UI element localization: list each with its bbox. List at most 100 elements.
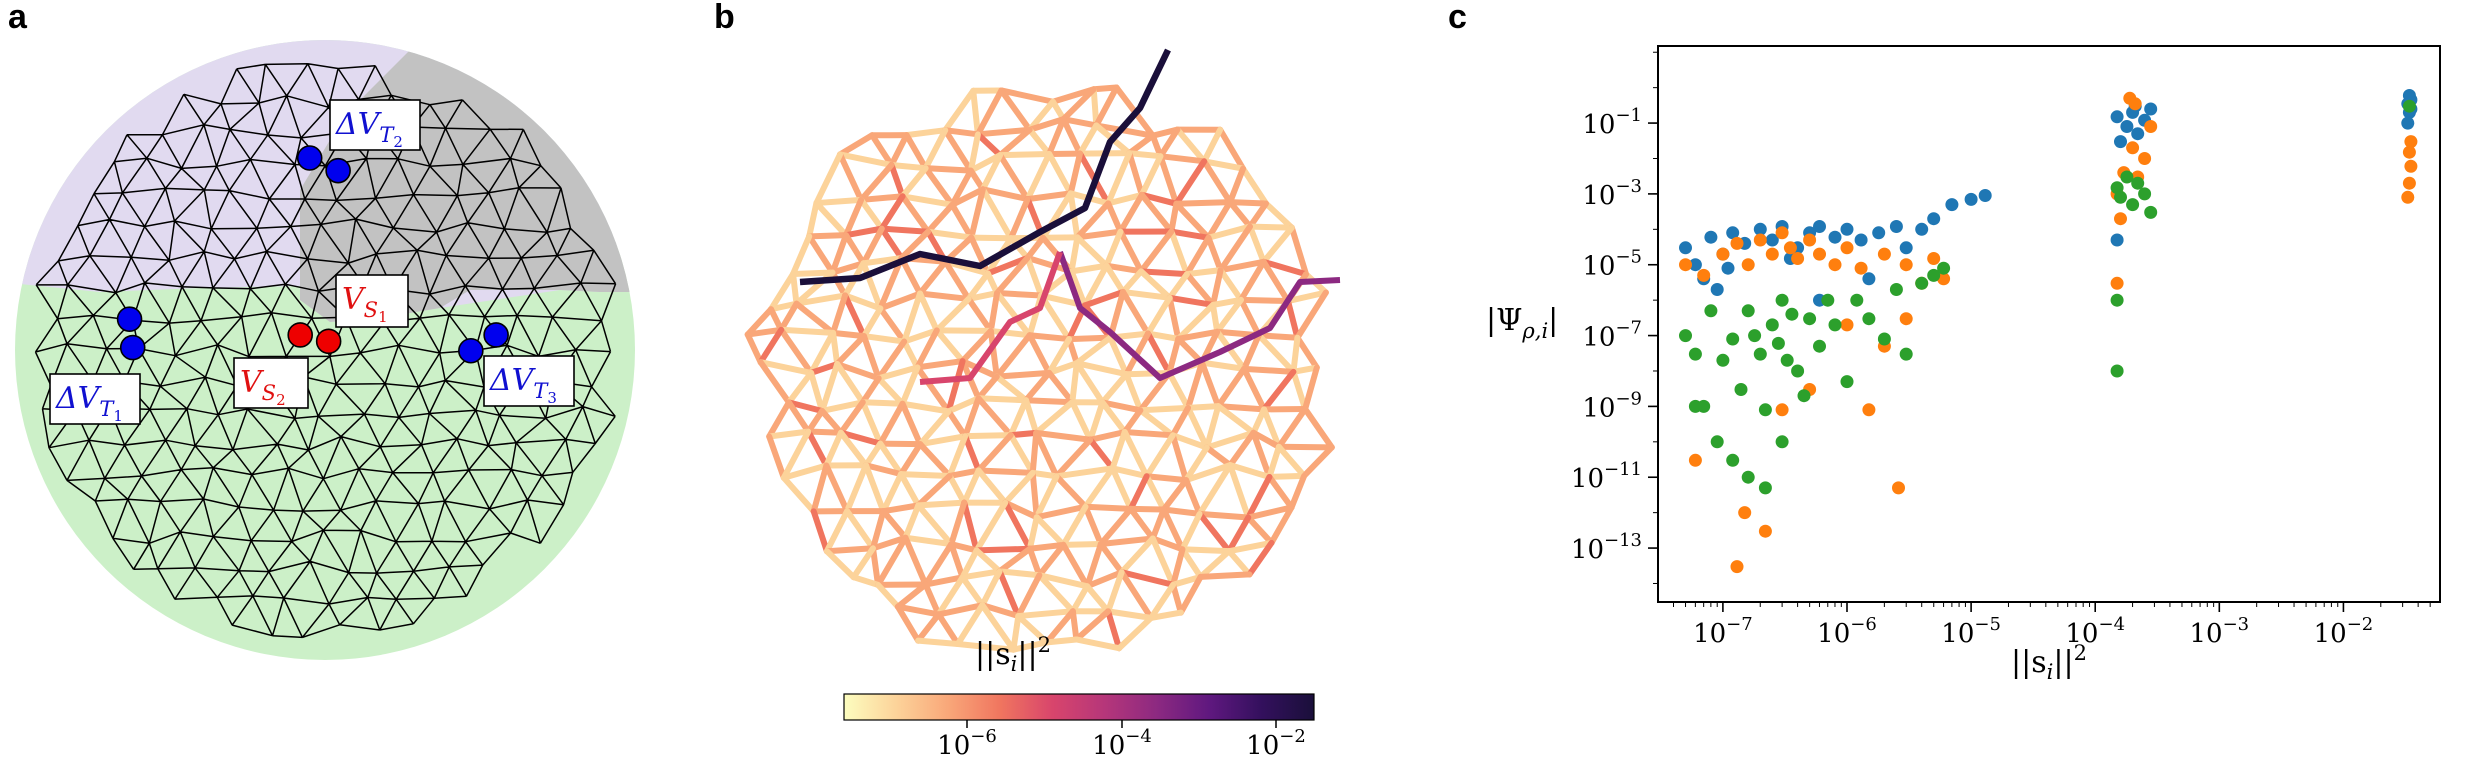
network-edge bbox=[922, 581, 942, 618]
electrode-dot bbox=[296, 145, 323, 171]
network-edge bbox=[1123, 370, 1173, 378]
network-edge bbox=[914, 358, 966, 371]
network-edge bbox=[878, 193, 906, 232]
network-edge bbox=[1217, 223, 1254, 274]
network-edge bbox=[1227, 165, 1247, 206]
network-edge bbox=[996, 568, 1043, 579]
network-edge bbox=[1183, 234, 1212, 278]
network-edge bbox=[949, 201, 975, 241]
network-edge bbox=[1196, 510, 1233, 555]
network-edge bbox=[842, 196, 865, 239]
scatter-point-series-2 bbox=[2128, 97, 2142, 111]
network-edge bbox=[914, 364, 952, 415]
scatter-point-series-2 bbox=[1783, 241, 1797, 255]
scatter-point-series-2 bbox=[1765, 247, 1779, 261]
scatter-point-series-2 bbox=[2144, 120, 2158, 133]
panel-label-b: b bbox=[714, 0, 735, 36]
network-edge bbox=[1302, 364, 1320, 413]
network-edge bbox=[1033, 473, 1060, 521]
network-edge bbox=[979, 602, 1017, 653]
scatter-point-series-1 bbox=[1813, 220, 1826, 233]
network-edge bbox=[1090, 86, 1100, 129]
network-edge bbox=[959, 327, 994, 365]
network-edge bbox=[1226, 539, 1275, 555]
x-tick-label: 10−7 bbox=[1693, 614, 1753, 649]
network-edge bbox=[915, 637, 961, 647]
network-edge bbox=[948, 499, 968, 548]
scatter-point-series-2 bbox=[1791, 252, 1805, 265]
network-edge bbox=[1099, 399, 1144, 414]
network-edge bbox=[1084, 541, 1104, 590]
network-edge bbox=[1109, 428, 1128, 472]
network-edge bbox=[819, 399, 866, 414]
network-edge bbox=[901, 327, 940, 345]
network-edge bbox=[877, 440, 905, 478]
network-edge bbox=[1033, 399, 1076, 436]
network-edge bbox=[785, 369, 815, 406]
scatter-point-series-2 bbox=[2126, 141, 2140, 155]
scatter-point-series-2 bbox=[1697, 268, 1711, 282]
network-edge bbox=[1144, 330, 1182, 342]
y-tick-label: 10−3 bbox=[1582, 176, 1642, 211]
network-edge bbox=[1169, 432, 1210, 451]
scatter-point-series-1 bbox=[1945, 198, 1959, 212]
network-edge bbox=[1087, 428, 1128, 443]
network-edge bbox=[793, 300, 837, 336]
scatter-point-series-2 bbox=[2138, 152, 2152, 165]
scatter-point-series-3 bbox=[1797, 389, 1811, 403]
network-edge bbox=[1090, 84, 1120, 93]
network-edge bbox=[974, 131, 1004, 159]
electrode-label-box bbox=[329, 99, 421, 151]
network-edge bbox=[899, 400, 952, 415]
scatter-point-series-3 bbox=[1813, 339, 1826, 353]
network-edge bbox=[1053, 465, 1116, 480]
network-edge bbox=[954, 602, 986, 647]
scatter-point-series-1 bbox=[1854, 233, 1868, 247]
network-edge bbox=[790, 269, 836, 277]
network-edge bbox=[949, 186, 986, 208]
network-edge bbox=[1268, 504, 1295, 546]
network-edge bbox=[996, 545, 1033, 575]
network-edge bbox=[917, 441, 953, 479]
network-edge bbox=[922, 127, 949, 172]
scatter-point-series-2 bbox=[2401, 190, 2415, 204]
scatter-point-series-2 bbox=[1738, 506, 1752, 520]
network-edge bbox=[946, 472, 968, 506]
network-edge bbox=[805, 428, 844, 436]
scatter-point-series-1 bbox=[1915, 222, 1929, 236]
network-edge bbox=[945, 408, 969, 440]
network-edge bbox=[1116, 614, 1155, 652]
scatter-point-series-2 bbox=[1753, 233, 1767, 247]
network-edge bbox=[1107, 334, 1130, 378]
network-edge bbox=[1247, 223, 1267, 265]
network-edge bbox=[1183, 267, 1224, 278]
network-edge bbox=[805, 428, 830, 469]
network-edge bbox=[842, 225, 885, 239]
network-edge bbox=[1247, 200, 1270, 230]
network-edge bbox=[1082, 503, 1134, 512]
network-edge bbox=[1143, 432, 1176, 480]
network-edge bbox=[880, 471, 905, 515]
network-edge bbox=[894, 603, 922, 644]
network-edge bbox=[829, 269, 849, 299]
scatter-point-series-2 bbox=[1877, 247, 1891, 261]
network-edge bbox=[974, 87, 1005, 138]
network-edge bbox=[1170, 573, 1204, 588]
network-edge bbox=[875, 534, 909, 588]
network-edge bbox=[1166, 271, 1190, 301]
network-edge bbox=[1127, 505, 1167, 513]
high-strain-path bbox=[919, 250, 1063, 385]
network-edge bbox=[813, 200, 849, 239]
network-edge bbox=[858, 193, 906, 203]
network-edge bbox=[1097, 541, 1125, 576]
panel-a-mesh-diagram: ΔVT2 VS1 VS2 ΔVT1 ΔVT3 bbox=[15, 40, 635, 660]
network-edge bbox=[1250, 429, 1273, 480]
network-edge bbox=[842, 232, 867, 267]
scatter-point-series-2 bbox=[1716, 247, 1730, 261]
network-edge bbox=[1117, 191, 1145, 235]
network-edge bbox=[766, 399, 792, 440]
network-edge bbox=[744, 326, 785, 338]
network-edge bbox=[899, 400, 924, 448]
network-edge bbox=[965, 295, 994, 334]
network-edge bbox=[1214, 296, 1245, 335]
